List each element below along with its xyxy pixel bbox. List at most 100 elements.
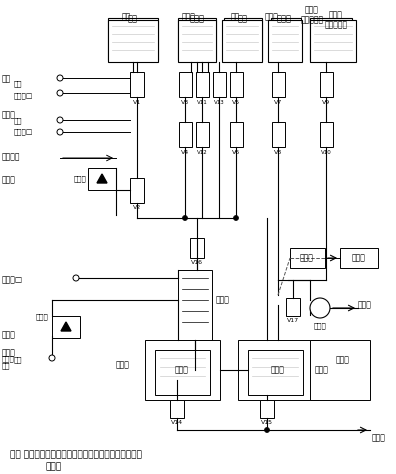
- Text: 排気口: 排気口: [358, 301, 372, 310]
- Bar: [190, 238, 204, 258]
- Bar: [178, 270, 212, 340]
- Bar: [108, 18, 158, 60]
- Bar: [238, 340, 318, 400]
- Bar: [155, 350, 210, 395]
- Text: 入口: 入口: [14, 356, 23, 363]
- Text: 排水口□: 排水口□: [2, 275, 23, 284]
- Text: 試料: 試料: [128, 14, 138, 23]
- Circle shape: [234, 216, 238, 220]
- Text: 入口: 入口: [14, 80, 23, 87]
- Bar: [222, 20, 262, 62]
- Bar: [230, 122, 243, 147]
- Text: V6: V6: [232, 150, 240, 155]
- Text: V15: V15: [261, 420, 273, 425]
- Bar: [88, 168, 116, 190]
- Circle shape: [265, 428, 270, 432]
- Text: 図６ 加熱蒸留－イオン電極法による全シアン計測器の: 図６ 加熱蒸留－イオン電極法による全シアン計測器の: [10, 450, 142, 459]
- Circle shape: [49, 355, 55, 361]
- Bar: [170, 400, 184, 418]
- Text: 冷却水: 冷却水: [2, 348, 16, 357]
- Bar: [213, 72, 226, 97]
- Text: 加熱槽: 加熱槽: [116, 360, 130, 369]
- Circle shape: [310, 298, 330, 318]
- Polygon shape: [61, 322, 71, 331]
- Text: 水酸化
ナトリウム: 水酸化 ナトリウム: [301, 5, 324, 24]
- Bar: [52, 316, 80, 338]
- Bar: [130, 178, 144, 203]
- Text: V4: V4: [181, 150, 189, 155]
- Bar: [230, 72, 243, 97]
- Bar: [320, 122, 333, 147]
- Bar: [340, 248, 378, 268]
- Text: V13: V13: [213, 100, 225, 105]
- Text: V1: V1: [133, 100, 141, 105]
- Text: 排水口□: 排水口□: [14, 92, 33, 99]
- Bar: [196, 122, 209, 147]
- Text: 流量計: 流量計: [73, 176, 86, 182]
- Text: 空気入口: 空気入口: [2, 152, 21, 161]
- Text: 排水口□: 排水口□: [14, 128, 33, 135]
- Text: V2: V2: [133, 205, 141, 210]
- Text: V11: V11: [197, 100, 208, 105]
- Circle shape: [183, 216, 187, 220]
- Text: V8: V8: [274, 150, 282, 155]
- Text: 測定槽: 測定槽: [315, 365, 329, 374]
- Text: アンプ: アンプ: [300, 254, 314, 263]
- Circle shape: [57, 129, 63, 135]
- Text: ポンプ: ポンプ: [314, 322, 326, 328]
- Bar: [310, 20, 356, 62]
- Text: 銅塩: 銅塩: [230, 12, 240, 21]
- Text: 洗浄水: 洗浄水: [190, 14, 204, 23]
- Text: 試料: 試料: [2, 74, 11, 83]
- Text: 流量計: 流量計: [35, 313, 48, 319]
- Circle shape: [73, 275, 79, 281]
- Text: 試料: 試料: [122, 12, 131, 21]
- Bar: [310, 340, 370, 400]
- Text: 流量計: 流量計: [2, 175, 16, 184]
- Text: 冷却器: 冷却器: [216, 295, 230, 304]
- Bar: [224, 18, 262, 60]
- Text: 恒温槽: 恒温槽: [336, 355, 350, 364]
- Text: 記録計: 記録計: [352, 254, 366, 263]
- Text: ヒータ: ヒータ: [175, 365, 189, 374]
- Text: 洗浄水: 洗浄水: [2, 110, 16, 119]
- Polygon shape: [97, 174, 107, 183]
- Bar: [286, 298, 300, 316]
- Text: V7: V7: [274, 100, 282, 105]
- Circle shape: [57, 90, 63, 96]
- Text: V17: V17: [287, 318, 299, 323]
- Bar: [108, 20, 158, 62]
- Text: V12: V12: [197, 150, 208, 155]
- Circle shape: [57, 75, 63, 81]
- Text: 入口: 入口: [14, 117, 23, 124]
- Bar: [272, 122, 285, 147]
- Bar: [268, 20, 302, 62]
- Text: りん酸: りん酸: [265, 12, 279, 21]
- Text: V3: V3: [181, 100, 189, 105]
- Bar: [290, 248, 325, 268]
- Text: りん酸: りん酸: [276, 14, 291, 23]
- Text: 銅塩: 銅塩: [238, 14, 248, 23]
- Text: 排液口: 排液口: [372, 433, 386, 442]
- Bar: [260, 400, 274, 418]
- Circle shape: [57, 117, 63, 123]
- Text: 水酸化
ナトリウム: 水酸化 ナトリウム: [324, 10, 348, 29]
- Bar: [320, 72, 333, 97]
- Bar: [272, 72, 285, 97]
- Text: 洗浄水: 洗浄水: [182, 12, 196, 21]
- Text: V14: V14: [171, 420, 183, 425]
- Text: V9: V9: [322, 100, 330, 105]
- Text: V5: V5: [232, 100, 240, 105]
- Text: スタラ: スタラ: [271, 365, 285, 374]
- Text: 系統図: 系統図: [45, 462, 61, 471]
- Bar: [179, 122, 192, 147]
- Text: 冷却水
入口: 冷却水 入口: [2, 355, 15, 369]
- Bar: [178, 18, 216, 60]
- Bar: [310, 18, 352, 60]
- Bar: [271, 18, 301, 60]
- Bar: [179, 72, 192, 97]
- Bar: [196, 72, 209, 97]
- Bar: [145, 340, 220, 400]
- Text: V10: V10: [321, 150, 331, 155]
- Bar: [130, 72, 144, 97]
